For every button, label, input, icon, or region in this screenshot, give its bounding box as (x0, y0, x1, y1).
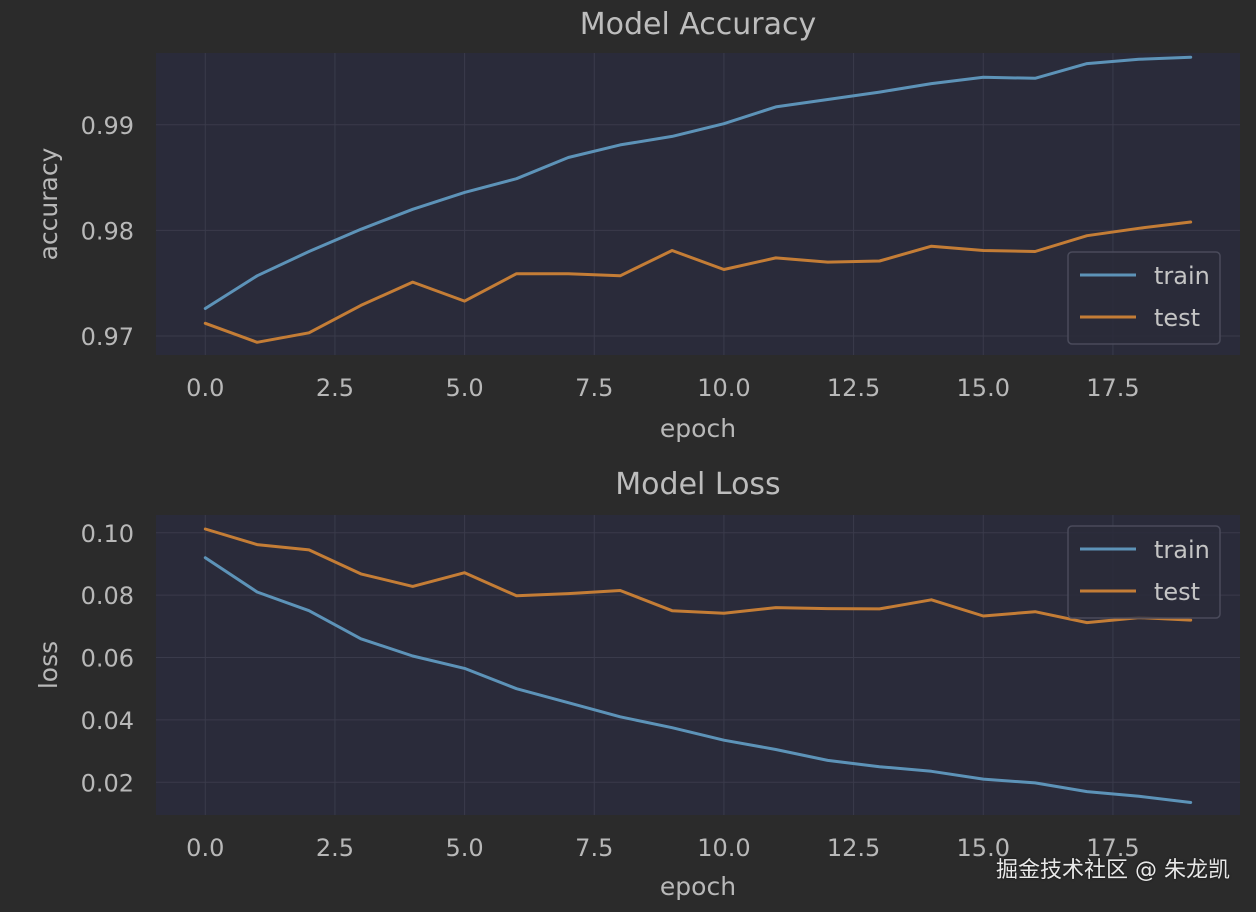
y-tick-label: 0.06 (81, 645, 134, 673)
y-axis-label: accuracy (34, 147, 63, 260)
x-tick-label: 2.5 (316, 374, 354, 402)
y-tick-label: 0.02 (81, 769, 134, 797)
chart-title: Model Loss (615, 467, 780, 502)
series-line-test (203, 220, 1193, 344)
y-tick-label: 0.97 (81, 323, 134, 351)
plot-area (156, 53, 1240, 355)
x-tick-label: 5.0 (446, 834, 484, 862)
x-tick-label: 7.5 (575, 834, 613, 862)
loss-chart: Model Loss 0.0 2.5 5.0 7.5 10.0 12.5 15.0 17.5 0.… (34, 467, 1240, 901)
y-tick-label: 0.99 (81, 112, 134, 140)
x-axis-label: epoch (660, 872, 736, 901)
y-tick-label: 0.98 (81, 217, 134, 245)
legend-label-test: test (1154, 578, 1200, 606)
x-tick-label: 7.5 (575, 374, 613, 402)
y-axis-label: loss (34, 641, 63, 689)
x-tick-label: 0.0 (186, 834, 224, 862)
x-tick-label: 10.0 (697, 834, 750, 862)
x-tick-label: 15.0 (957, 834, 1010, 862)
accuracy-chart: Model Accuracy 0.0 2.5 5.0 7.5 10.0 12.5 15.0 17… (34, 7, 1240, 443)
x-tick-label: 0.0 (186, 374, 224, 402)
x-tick-label: 10.0 (697, 374, 750, 402)
y-tick-label: 0.04 (81, 707, 134, 735)
y-tick-label: 0.10 (81, 520, 134, 548)
series-line-test (203, 527, 1193, 625)
legend: train test (1067, 525, 1221, 619)
y-tick-label: 0.08 (81, 582, 134, 610)
plot-area (156, 515, 1240, 815)
x-tick-label: 17.5 (1086, 834, 1139, 862)
x-tick-label: 12.5 (827, 374, 880, 402)
x-tick-label: 5.0 (446, 374, 484, 402)
legend: train test (1067, 251, 1221, 345)
legend-label-train: train (1154, 536, 1210, 564)
x-tick-label: 12.5 (827, 834, 880, 862)
legend-label-train: train (1154, 262, 1210, 290)
x-tick-label: 2.5 (316, 834, 354, 862)
chart-title: Model Accuracy (580, 7, 817, 42)
series-line-train (203, 55, 1193, 310)
x-tick-label: 17.5 (1086, 374, 1139, 402)
x-tick-label: 15.0 (957, 374, 1010, 402)
series-line-train (203, 556, 1193, 804)
legend-label-test: test (1154, 304, 1200, 332)
x-axis-label: epoch (660, 414, 736, 443)
watermark-text: 掘金技术社区 @ 朱龙凯 (996, 858, 1230, 883)
